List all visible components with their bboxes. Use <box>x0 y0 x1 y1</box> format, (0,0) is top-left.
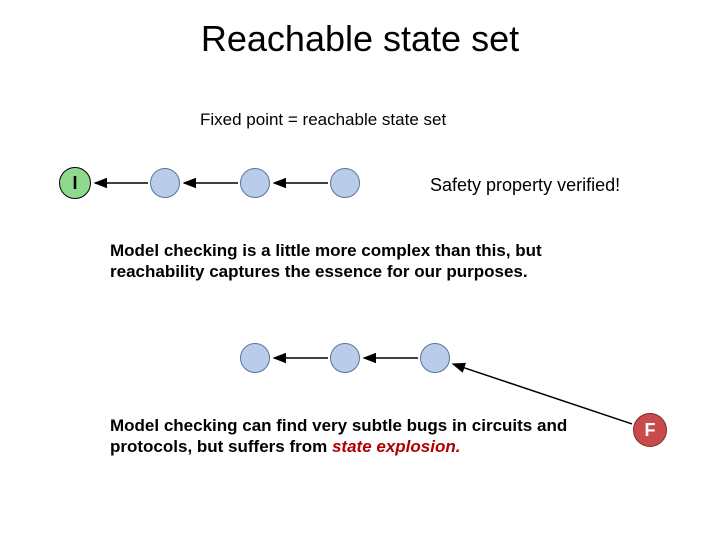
note-2: Model checking can find very subtle bugs… <box>110 415 630 458</box>
node-m2 <box>330 343 360 373</box>
verified-text: Safety property verified! <box>430 175 620 196</box>
subtitle-text: Fixed point = reachable state set <box>200 110 446 130</box>
slide-title: Reachable state set <box>0 18 720 60</box>
slide: Reachable state set Fixed point = reacha… <box>0 0 720 540</box>
node-m1 <box>240 343 270 373</box>
node-n2 <box>240 168 270 198</box>
node-F: F <box>633 413 667 447</box>
node-n1 <box>150 168 180 198</box>
note-2-emph: state explosion. <box>332 437 460 456</box>
node-n3 <box>330 168 360 198</box>
node-m3 <box>420 343 450 373</box>
note-1: Model checking is a little more complex … <box>110 240 630 283</box>
node-I: I <box>59 167 91 199</box>
